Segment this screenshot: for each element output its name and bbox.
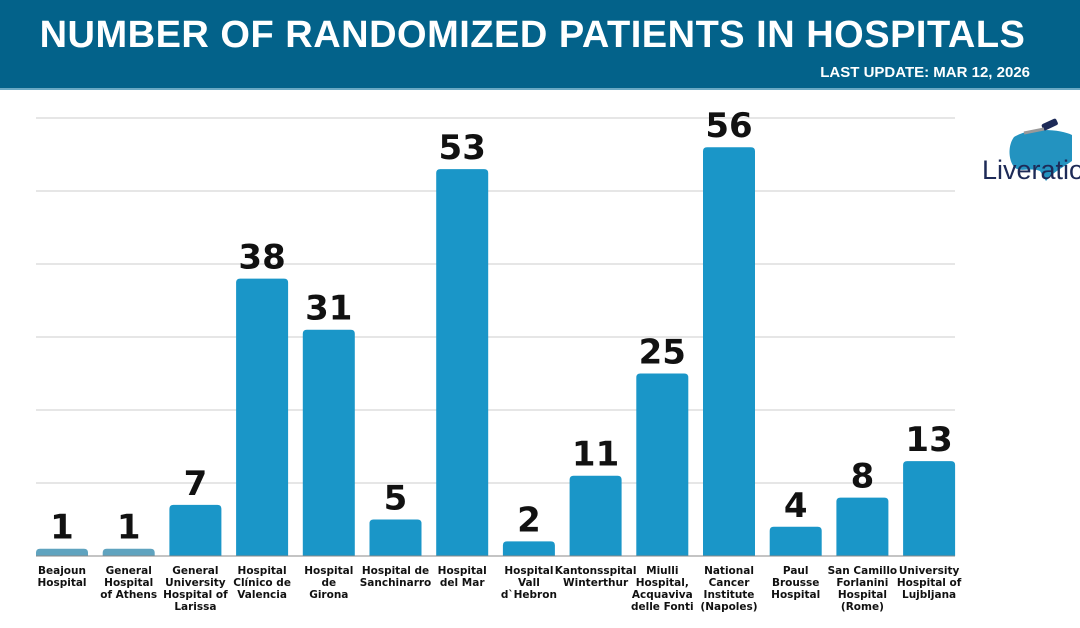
bar <box>369 519 422 556</box>
data-label: 13 <box>905 420 952 460</box>
x-tick-label: Vall <box>518 577 540 589</box>
bar <box>302 329 355 556</box>
last-update: LAST UPDATE: MAR 12, 2026 <box>820 64 1030 81</box>
header-banner: NUMBER OF RANDOMIZED PATIENTS IN HOSPITA… <box>0 0 1080 90</box>
x-tick-label: Hospital <box>37 577 86 589</box>
x-tick-label: Institute <box>704 589 755 601</box>
data-label: 56 <box>705 106 752 146</box>
bar <box>502 541 555 556</box>
data-label: 7 <box>184 464 208 504</box>
x-tick-label: Paul <box>783 565 809 577</box>
bar <box>36 548 88 556</box>
x-tick-label: delle Fonti <box>631 601 694 613</box>
bar <box>636 373 689 556</box>
x-tick-label: d`Hebron <box>501 589 557 601</box>
bar <box>236 278 289 556</box>
x-tick-label: Clínico de <box>233 577 291 589</box>
x-tick-label: Hospital <box>771 589 820 601</box>
x-tick-label: National <box>704 565 754 577</box>
x-tick-label: Cancer <box>709 577 751 589</box>
bar <box>169 504 222 556</box>
data-label: 53 <box>439 128 486 168</box>
x-tick-label: Hospital <box>838 589 887 601</box>
x-tick-label: (Napoles) <box>700 601 757 613</box>
bar <box>769 526 822 556</box>
x-tick-label: Hospital, <box>636 577 689 589</box>
x-tick-label: General <box>172 565 218 577</box>
x-tick-label: University <box>899 565 960 577</box>
x-tick-label: Winterthur <box>563 577 629 589</box>
x-tick-label: San Camillo <box>828 565 898 577</box>
bar <box>836 497 889 556</box>
x-tick-label: Hospital <box>304 565 353 577</box>
x-tick-label: Hospital <box>504 565 553 577</box>
x-tick-label: Kantonsspital <box>555 565 637 577</box>
x-tick-label: Girona <box>309 589 348 601</box>
bar <box>569 475 622 556</box>
x-tick-label: Larissa <box>174 601 216 613</box>
data-label: 25 <box>639 333 686 373</box>
x-tick-label: University <box>165 577 226 589</box>
data-label: 8 <box>851 457 875 497</box>
x-tick-label: de <box>321 577 336 589</box>
x-tick-label: Hospital <box>238 565 287 577</box>
bar <box>436 169 489 556</box>
data-label: 5 <box>384 479 408 519</box>
x-tick-label: Hospital de <box>362 565 429 577</box>
x-tick-label: Lujbljana <box>902 589 956 601</box>
x-tick-label: Brousse <box>772 577 820 589</box>
x-tick-label: Miulli <box>646 565 678 577</box>
data-label: 11 <box>572 435 619 475</box>
x-tick-label: Forlanini <box>836 577 888 589</box>
logo-text: Liveratio <box>982 155 1080 185</box>
x-tick-label: General <box>106 565 152 577</box>
data-label: 4 <box>784 486 808 526</box>
x-tick-label: Sanchinarro <box>360 577 432 589</box>
bar <box>903 461 956 556</box>
data-label: 31 <box>305 289 352 329</box>
liver-logo-icon <box>1009 118 1072 181</box>
page-title: NUMBER OF RANDOMIZED PATIENTS IN HOSPITA… <box>39 14 1026 56</box>
x-tick-label: Hospital <box>438 565 487 577</box>
x-tick-label: Acquaviva <box>632 589 693 601</box>
x-tick-label: (Rome) <box>841 601 884 613</box>
data-label: 38 <box>238 238 285 278</box>
x-tick-label: Hospital <box>104 577 153 589</box>
x-tick-label: Beajoun <box>38 565 86 577</box>
x-tick-label: del Mar <box>440 577 485 589</box>
data-label: 1 <box>117 508 141 548</box>
x-tick-label: Hospital of <box>163 589 228 601</box>
x-tick-label: of Athens <box>100 589 157 601</box>
bar <box>102 548 155 556</box>
x-tick-label: Valencia <box>237 589 287 601</box>
data-label: 2 <box>517 500 541 540</box>
bar <box>703 147 755 556</box>
data-label: 1 <box>50 508 74 548</box>
x-tick-label: Hospital of <box>897 577 962 589</box>
